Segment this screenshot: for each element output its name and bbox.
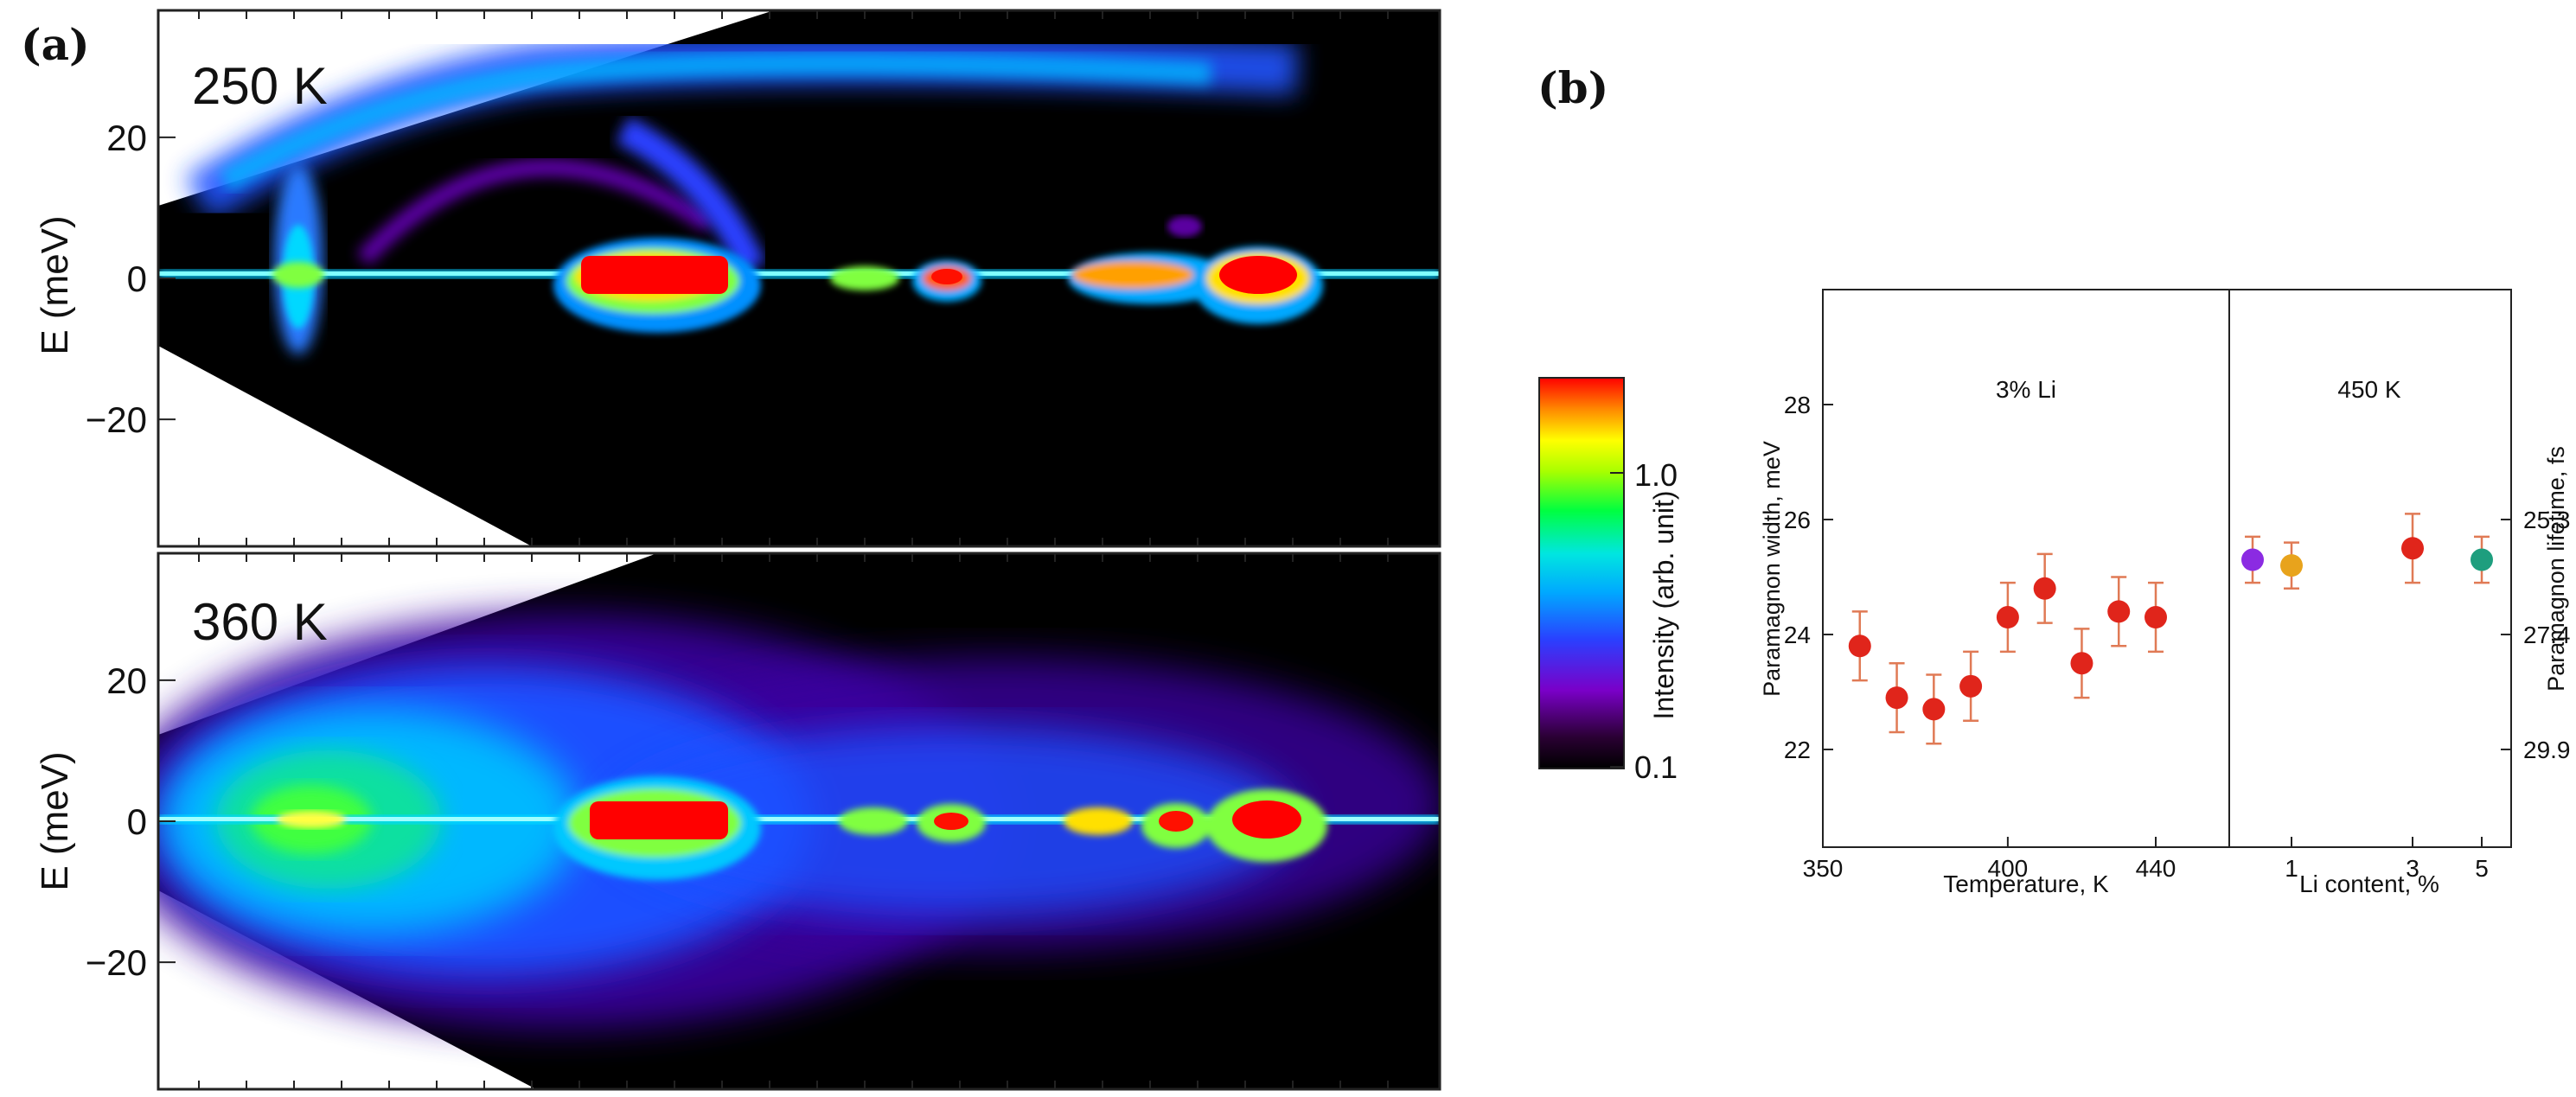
panel-b-ytick-label: −20 [86,942,147,983]
x-tick-label-left: 440 [2136,855,2176,882]
colorbar-tick-2: 0.1 [1634,749,1678,785]
panel-b-ytick-label: 20 [106,660,147,701]
y2-tick-label: 25.3 [2523,507,2571,533]
panel-a-ytick-label: 0 [127,258,147,299]
panel-a-temperature: 250 K [192,57,328,115]
x-tick-label-right: 3 [2406,855,2419,882]
y2-tick-label: 27.4 [2523,622,2571,648]
data-point-temperature [2107,600,2131,623]
panel-b-letter: B [195,1032,228,1082]
data-point-li-content [2280,554,2303,577]
y2-axis-label: Paramagnon lifetime, fs [2543,446,2569,692]
y-tick-label: 24 [1784,622,1811,648]
y-tick-label: 22 [1784,737,1811,763]
x-tick-label-left: 350 [1803,855,1844,882]
y2-tick-label: 29.9 [2523,737,2571,763]
data-point-li-content [2241,548,2264,571]
data-point-temperature [2033,577,2056,600]
panel-a-letter: A [195,488,228,538]
x-axis-label-right: Li content, % [2299,871,2439,897]
data-point-temperature [1996,606,2019,629]
panel-a-ylabel: E (meV) [34,215,76,354]
panel-b-ylabel: E (meV) [34,751,76,890]
panel-a-ytick-label: −20 [86,399,147,440]
x-tick-label-right: 5 [2475,855,2489,882]
x-tick-label-right: 1 [2285,855,2298,882]
data-point-temperature [2145,606,2167,629]
annotation-right: 450 K [2337,376,2400,403]
x-tick-label-left: 400 [1988,855,2029,882]
panel-b-label: (b) [1537,62,1609,113]
colorbar: 1.0 0.1 Intensity (arb. unit) [1538,377,1679,785]
annotation-left: 3% Li [1996,376,2056,403]
y-axis-label: Paramagnon width, meV [1759,441,1785,697]
colorbar-tick-1: 1.0 [1634,457,1678,493]
data-point-li-content [2401,537,2424,560]
data-point-temperature [1848,635,1871,658]
data-point-temperature [2070,652,2093,675]
panel-b-temperature: 360 K [192,593,328,651]
y-tick-label: 26 [1784,507,1811,533]
data-point-li-content [2471,548,2493,571]
scatter-frame [1822,289,2512,848]
panel-a-label: (a) [21,19,90,70]
x-axis-label-left: Temperature, K [1943,871,2109,897]
data-point-temperature [1959,674,1983,698]
data-point-temperature [1922,698,1946,721]
y-tick-label: 28 [1784,392,1811,418]
data-point-temperature [1885,686,1908,710]
heatmap-panel-a: 20 0 −20 250 K A E (meV) [34,9,1441,548]
heatmap-panel-b: 20 0 −20 360 K B E (meV) [34,552,1441,1091]
colorbar-label: Intensity (arb. unit) [1648,491,1679,720]
panel-b-ytick-label: 0 [127,801,147,842]
scatter-chart: 22 24 26 28 25.3 27.4 29.9 350 400 440 1 3 5 3% Li 4… [1759,289,2571,897]
panel-a-ytick-label: 20 [106,118,147,158]
colorbar-gradient [1538,377,1625,769]
